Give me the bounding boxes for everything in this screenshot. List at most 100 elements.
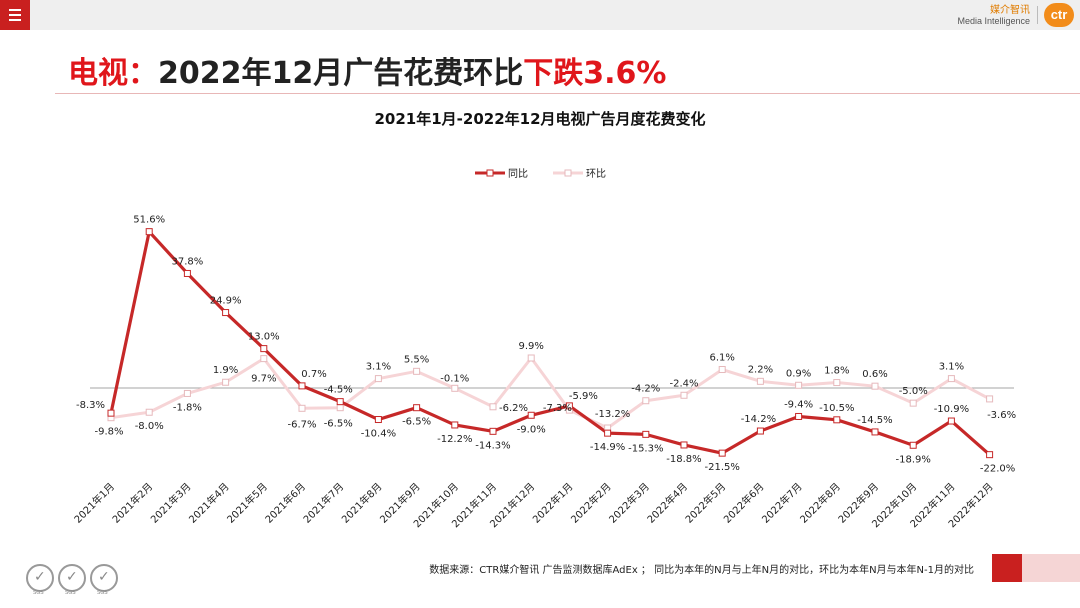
mom-data-label: -4.2% xyxy=(631,384,660,395)
x-tick-label: 2021年1月 xyxy=(71,480,117,526)
mom-data-label: -0.1% xyxy=(440,373,469,384)
x-tick-label: 2021年8月 xyxy=(339,480,385,526)
mom-data-label: -5.0% xyxy=(899,386,928,397)
yoy-data-label: 24.9% xyxy=(210,296,242,307)
yoy-data-label: -10.5% xyxy=(819,403,854,414)
yoy-point xyxy=(298,382,306,390)
legend-mom-label: 环比 xyxy=(586,168,606,180)
yoy-data-label: 0.7% xyxy=(301,369,326,380)
mom-data-label: 0.9% xyxy=(786,368,811,379)
yoy-point xyxy=(336,398,344,406)
yoy-point xyxy=(680,441,688,449)
legend-mom-marker xyxy=(564,169,572,177)
yoy-data-label: -14.3% xyxy=(475,440,510,451)
menu-icon-line xyxy=(9,9,21,11)
yoy-data-label: -9.4% xyxy=(784,399,813,410)
yoy-data-label: -4.5% xyxy=(324,385,353,396)
yoy-point xyxy=(145,228,153,236)
mom-data-label: -13.2% xyxy=(595,409,630,420)
x-tick-label: 2022年4月 xyxy=(644,480,690,526)
mom-data-label: -2.4% xyxy=(669,378,698,389)
yoy-point xyxy=(604,429,612,437)
yoy-data-label: -18.8% xyxy=(666,454,701,465)
mom-data-label: -3.6% xyxy=(987,410,1016,421)
menu-icon-line xyxy=(9,19,21,21)
yoy-point xyxy=(107,409,115,417)
mom-data-label: 1.8% xyxy=(824,366,849,377)
x-tick-label: 2021年7月 xyxy=(300,480,346,526)
mom-point xyxy=(871,382,879,390)
mom-data-label: 9.9% xyxy=(518,341,543,352)
yoy-point xyxy=(413,404,421,412)
mom-point xyxy=(527,354,535,362)
yoy-data-label: 51.6% xyxy=(133,215,165,226)
yoy-point xyxy=(565,402,573,410)
mom-point xyxy=(795,381,803,389)
brand-name-cn: 媒介智讯 xyxy=(990,5,1030,16)
yoy-point xyxy=(947,417,955,425)
brand-name-en: Media Intelligence xyxy=(957,16,1030,26)
page-title-main: 2022年12月广告花费环比 xyxy=(158,56,524,91)
sgs-badge-icon: SGS xyxy=(90,564,118,596)
title-divider xyxy=(55,93,1080,94)
mom-point xyxy=(260,355,268,363)
certification-badges: SGS SGS SGS xyxy=(26,564,122,596)
page-title-prefix: 电视： xyxy=(68,56,158,91)
data-source-note: 数据来源：CTR媒介智讯 广告监测数据库AdEx ； 同比为本年的N月与上年N月… xyxy=(429,565,974,576)
mom-point xyxy=(145,408,153,416)
x-tick-label: 2022年8月 xyxy=(797,480,843,526)
yoy-point xyxy=(642,430,650,438)
yoy-point xyxy=(718,449,726,457)
mom-data-label: -8.0% xyxy=(135,421,164,432)
x-tick-label: 2022年6月 xyxy=(721,480,767,526)
mom-point xyxy=(183,389,191,397)
yoy-point xyxy=(756,427,764,435)
sgs-badge-icon: SGS xyxy=(58,564,86,596)
yoy-data-label: -6.5% xyxy=(402,417,431,428)
yoy-data-label: -21.5% xyxy=(705,462,740,473)
yoy-data-label: -10.4% xyxy=(361,429,396,440)
yoy-data-label: -8.3% xyxy=(76,400,105,411)
mom-data-label: -6.7% xyxy=(287,419,316,430)
yoy-data-label: -14.9% xyxy=(590,442,625,453)
yoy-point xyxy=(489,427,497,435)
mom-point xyxy=(489,403,497,411)
mom-data-label: -6.5% xyxy=(324,419,353,430)
legend-yoy-marker xyxy=(486,169,494,177)
yoy-point xyxy=(833,416,841,424)
yoy-point xyxy=(986,451,994,459)
x-tick-label: 2022年3月 xyxy=(606,480,652,526)
x-tick-label: 2022年5月 xyxy=(682,480,728,526)
yoy-point xyxy=(909,441,917,449)
mom-data-label: 1.9% xyxy=(213,365,238,376)
yoy-data-label: 37.8% xyxy=(172,256,204,267)
mom-point xyxy=(413,367,421,375)
page-title-highlight: 下跌3.6% xyxy=(523,56,667,91)
menu-button[interactable] xyxy=(0,0,30,30)
footer-red-block xyxy=(992,554,1022,582)
yoy-data-label: -14.5% xyxy=(857,415,892,426)
mom-point xyxy=(909,399,917,407)
yoy-point xyxy=(222,309,230,317)
mom-data-label: -1.8% xyxy=(173,402,202,413)
page-title: 电视：2022年12月广告花费环比下跌3.6% xyxy=(68,48,666,92)
top-bar: 媒介智讯 Media Intelligence ctr xyxy=(0,0,1080,30)
mom-point xyxy=(833,379,841,387)
yoy-data-label: -14.2% xyxy=(741,414,776,425)
mom-data-label: 5.5% xyxy=(404,354,429,365)
menu-icon-line xyxy=(9,14,21,16)
mom-data-label: 2.2% xyxy=(748,364,773,375)
x-tick-label: 2021年3月 xyxy=(148,480,194,526)
mom-data-label: 0.6% xyxy=(862,369,887,380)
yoy-data-label: -9.0% xyxy=(517,424,546,435)
mom-point xyxy=(680,391,688,399)
mom-point xyxy=(451,384,459,392)
yoy-data-label: -10.9% xyxy=(934,404,969,415)
x-tick-label: 2022年2月 xyxy=(568,480,614,526)
mom-point xyxy=(756,377,764,385)
mom-data-label: 3.1% xyxy=(366,362,391,373)
mom-data-label: 6.1% xyxy=(709,353,734,364)
mom-point xyxy=(718,366,726,374)
yoy-data-label: -5.9% xyxy=(569,391,598,402)
mom-point xyxy=(374,375,382,383)
